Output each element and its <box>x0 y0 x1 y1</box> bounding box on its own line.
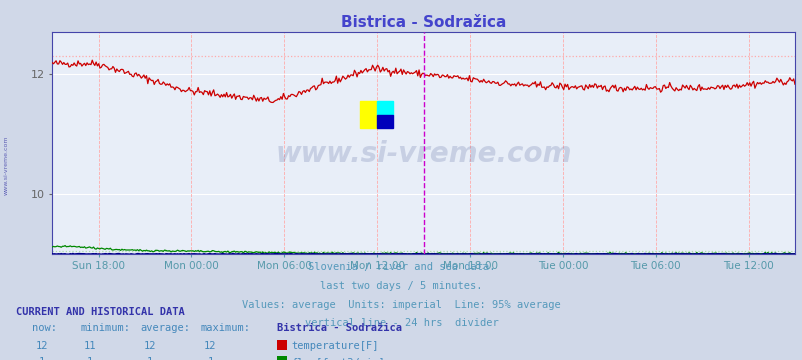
Text: Values: average  Units: imperial  Line: 95% average: Values: average Units: imperial Line: 95… <box>242 300 560 310</box>
Text: Slovenia / river and sea data.: Slovenia / river and sea data. <box>307 262 495 272</box>
Text: 1: 1 <box>147 357 153 360</box>
Text: maximum:: maximum: <box>200 323 250 333</box>
Text: minimum:: minimum: <box>80 323 130 333</box>
Text: flow[foot3/min]: flow[foot3/min] <box>291 357 385 360</box>
Text: now:: now: <box>32 323 57 333</box>
Text: vertical line - 24 hrs  divider: vertical line - 24 hrs divider <box>304 318 498 328</box>
Text: 12: 12 <box>35 341 48 351</box>
Text: average:: average: <box>140 323 190 333</box>
Text: temperature[F]: temperature[F] <box>291 341 379 351</box>
Text: last two days / 5 minutes.: last two days / 5 minutes. <box>320 281 482 291</box>
Text: 11: 11 <box>83 341 96 351</box>
Title: Bistrica - Sodražica: Bistrica - Sodražica <box>341 15 505 30</box>
Text: www.si-vreme.com: www.si-vreme.com <box>4 136 9 195</box>
Text: 1: 1 <box>87 357 93 360</box>
Bar <box>360 101 376 128</box>
Bar <box>376 101 393 115</box>
Text: Bistrica - Sodražica: Bistrica - Sodražica <box>277 323 402 333</box>
Bar <box>376 115 393 128</box>
Text: 12: 12 <box>144 341 156 351</box>
Text: 1: 1 <box>207 357 213 360</box>
Text: 12: 12 <box>204 341 217 351</box>
Text: CURRENT AND HISTORICAL DATA: CURRENT AND HISTORICAL DATA <box>16 307 184 317</box>
Text: www.si-vreme.com: www.si-vreme.com <box>275 140 571 168</box>
Text: 1: 1 <box>38 357 45 360</box>
